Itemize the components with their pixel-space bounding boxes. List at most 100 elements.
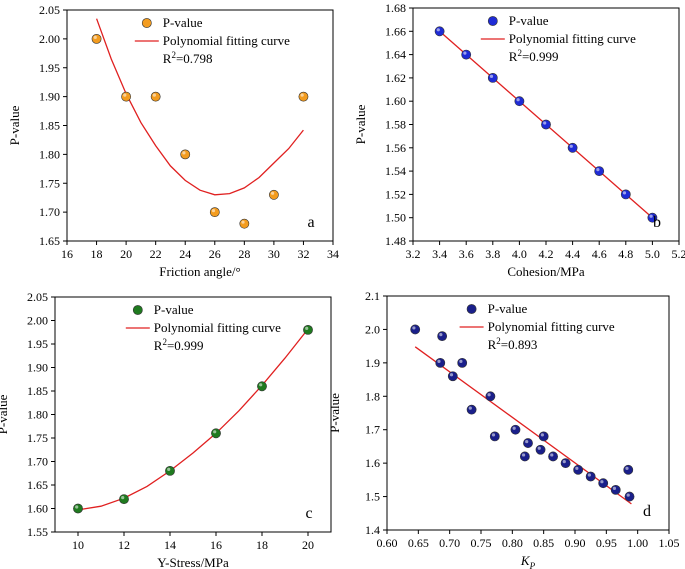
y-tick-label: 1.75 — [27, 431, 48, 445]
data-point-highlight — [270, 191, 275, 195]
data-point-highlight — [439, 333, 443, 337]
legend-marker-icon — [132, 305, 143, 315]
data-point-highlight — [569, 144, 573, 148]
data-point — [461, 49, 472, 60]
legend-series-label: P-value — [163, 15, 203, 30]
y-tick-label: 1.60 — [27, 502, 48, 516]
y-tick-label: 1.4 — [365, 523, 380, 537]
data-point — [624, 491, 635, 502]
x-tick-label: 26 — [209, 247, 221, 261]
data-point-highlight — [540, 433, 544, 437]
data-point — [268, 189, 279, 200]
y-tick-label: 1.56 — [385, 141, 406, 155]
y-tick-label: 1.5 — [365, 490, 380, 504]
data-point-highlight — [575, 466, 579, 470]
data-point — [514, 96, 525, 107]
data-point-highlight — [300, 93, 304, 97]
data-point — [523, 438, 533, 448]
data-point — [489, 431, 500, 442]
panel-label: b — [653, 214, 661, 231]
data-point — [567, 142, 578, 153]
data-point — [447, 371, 458, 382]
y-tick-label: 1.6 — [365, 456, 380, 470]
y-axis-title: P-value — [327, 393, 342, 433]
y-tick-label: 1.60 — [385, 94, 406, 108]
legend-marker-icon — [487, 16, 498, 26]
fit-curve — [77, 328, 309, 511]
x-axis-title: Friction angle/° — [159, 264, 240, 279]
data-point-highlight — [459, 359, 463, 363]
data-point — [457, 357, 468, 368]
data-point — [487, 73, 498, 83]
y-tick-label: 1.52 — [385, 187, 406, 201]
x-tick-label: 32 — [297, 247, 309, 261]
data-point — [91, 33, 102, 44]
data-point-highlight — [182, 151, 186, 155]
legend: P-value Polynomial fitting curve R2=0.798 — [134, 15, 290, 66]
y-tick-label: 1.90 — [39, 90, 60, 104]
panel-label: c — [305, 505, 312, 522]
data-point-highlight — [121, 496, 125, 500]
y-tick-label: 1.50 — [385, 211, 406, 225]
x-tick-label: 0.75 — [471, 536, 492, 550]
data-point — [121, 91, 132, 102]
y-tick-label: 1.95 — [39, 61, 60, 75]
data-point-highlight — [491, 433, 496, 437]
legend-series-label: P-value — [488, 301, 528, 316]
data-point — [620, 189, 631, 200]
y-tick-label: 1.9 — [365, 356, 380, 370]
data-point-highlight — [167, 467, 171, 471]
data-point-highlight — [525, 439, 529, 444]
x-tick-label: 20 — [302, 538, 314, 552]
panel-label: d — [643, 503, 651, 520]
data-point-highlight — [625, 466, 629, 470]
legend-fit-label: Polynomial fitting curve — [509, 31, 636, 46]
data-point — [435, 357, 446, 368]
plot-frame — [386, 295, 670, 531]
x-tick-label: 12 — [118, 538, 130, 552]
data-point — [610, 484, 621, 495]
legend-fit-label: Polynomial fitting curve — [154, 320, 281, 335]
y-tick-label: 1.70 — [27, 455, 48, 469]
x-tick-label: 5.0 — [645, 247, 660, 261]
x-tick-label: 10 — [72, 538, 84, 552]
data-point — [303, 324, 313, 335]
y-tick-label: 1.95 — [27, 337, 48, 351]
x-tick-label: 3.6 — [459, 247, 474, 261]
data-point-highlight — [516, 98, 520, 102]
y-axis-title: P-value — [0, 394, 10, 434]
r-squared-r2_value: =0.893 — [501, 337, 538, 352]
y-tick-label: 1.85 — [39, 119, 60, 133]
data-point-highlight — [241, 220, 245, 224]
x-tick-label: 30 — [268, 247, 280, 261]
y-tick-label: 1.58 — [385, 118, 406, 132]
y-tick-label: 2.00 — [27, 314, 48, 328]
data-point — [573, 464, 584, 475]
x-tick-label: 34 — [327, 247, 339, 261]
x-tick-label: 4.4 — [565, 247, 580, 261]
data-point-highlight — [437, 359, 441, 363]
y-tick-label: 1.68 — [385, 1, 406, 15]
data-point-highlight — [596, 168, 600, 172]
panel-b: 3.2 3.4 3.6 3.8 4.0 4.2 4.4 4.6 4.8 5.0 5.2 1.48 1.5… — [353, 1, 685, 279]
x-tick-label: 0.70 — [439, 536, 460, 550]
r-squared-r2_label: R — [163, 51, 172, 66]
data-point-highlight — [600, 480, 604, 484]
data-point — [119, 494, 129, 504]
x-tick-label: 0.90 — [565, 536, 586, 550]
data-point — [211, 428, 221, 439]
x-tick-label: 3.4 — [432, 247, 447, 261]
r-squared-r2_sup: 2 — [171, 50, 176, 60]
data-point-highlight — [487, 393, 491, 397]
data-point-highlight — [75, 505, 79, 509]
data-point — [257, 381, 267, 392]
r-squared-r2_label: R — [509, 49, 518, 64]
data-point-highlight — [449, 373, 454, 377]
x-axis-title-sub: P — [529, 561, 536, 569]
y-tick-label: 1.55 — [27, 525, 48, 539]
x-tick-label: 18 — [91, 247, 103, 261]
y-tick-label: 2.1 — [365, 289, 380, 303]
data-point-highlight — [436, 28, 440, 32]
panel-d: 0.60 0.65 0.70 0.75 0.80 0.85 0.90 0.95 1.00 1.05… — [327, 289, 680, 569]
data-point-highlight — [412, 326, 416, 330]
